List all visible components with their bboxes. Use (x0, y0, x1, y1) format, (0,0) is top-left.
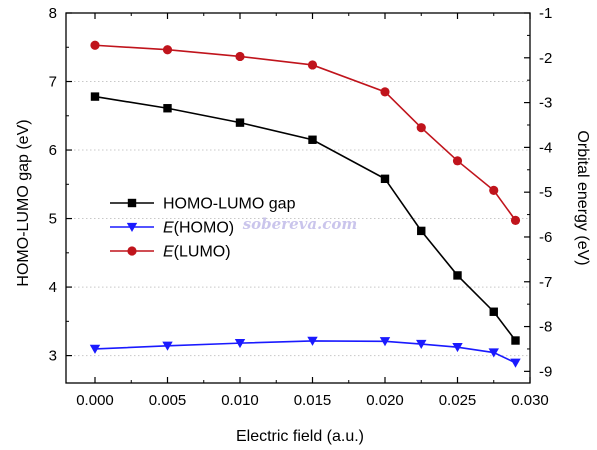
data-point (488, 348, 499, 358)
left-y-axis-ticks: 3 4 5 6 7 8 (49, 5, 72, 365)
data-point (452, 343, 463, 353)
watermark-text: sobereva.com (243, 215, 358, 233)
left-y-tick-label: 5 (49, 211, 57, 228)
data-point (163, 104, 172, 113)
x-axis-ticks: 0.000 0.005 0.010 0.015 0.020 0.025 0.030 (76, 13, 549, 409)
data-point (90, 92, 100, 101)
data-point (235, 51, 245, 62)
x-tick-label: 0.020 (366, 392, 404, 409)
plot-frame (65, 12, 531, 384)
x-tick-label: 0.005 (149, 392, 187, 409)
x-tick-label: 0.025 (439, 392, 477, 409)
data-point (510, 358, 521, 368)
legend-item: HOMO-LUMO gap (110, 196, 296, 213)
data-point (510, 215, 521, 225)
data-point (307, 336, 318, 346)
x-tick-label: 0.030 (511, 392, 549, 409)
data-point (453, 271, 462, 280)
watermark: sobereva.com (243, 215, 358, 233)
legend-item: E(LUMO) (110, 244, 231, 261)
series-2 (89, 336, 521, 368)
data-point (89, 344, 101, 354)
legend-swatch-marker (127, 246, 137, 256)
data-point (489, 185, 499, 195)
data-point (417, 226, 426, 236)
right-y-axis-title: Orbital energy (eV) (574, 130, 591, 265)
data-point (162, 45, 173, 55)
data-point (162, 341, 173, 351)
x-axis-title: Electric field (a.u.) (236, 428, 364, 445)
right-y-axis-ticks: -1 -2 -3 -4 -5 -6 -7 -8 -9 (524, 5, 552, 380)
left-y-tick-label: 3 (49, 348, 57, 365)
x-tick-label: 0.015 (294, 392, 332, 409)
legend-label: HOMO-LUMO gap (163, 196, 296, 213)
right-y-tick-label: -1 (539, 5, 552, 22)
data-point (416, 123, 426, 133)
legend: HOMO-LUMO gap E(HOMO) E(LUMO) (110, 196, 296, 261)
data-point (511, 336, 520, 345)
data-point (380, 87, 390, 97)
right-y-tick-label: -5 (539, 184, 552, 201)
data-point (416, 339, 427, 349)
left-y-tick-label: 7 (49, 74, 57, 91)
left-y-axis-title: HOMO-LUMO gap (eV) (15, 119, 32, 286)
data-point (308, 135, 317, 144)
data-point (235, 118, 245, 127)
legend-label: E(LUMO) (163, 244, 231, 261)
series-1 (90, 92, 520, 345)
data-point (234, 338, 246, 349)
right-y-tick-label: -4 (539, 139, 552, 156)
x-tick-label: 0.010 (221, 392, 259, 409)
series-line (94, 340, 516, 364)
x-tick-label: 0.000 (76, 392, 114, 409)
data-point (307, 60, 318, 70)
right-y-tick-label: -2 (539, 50, 552, 67)
right-y-tick-label: -8 (539, 319, 552, 336)
left-y-tick-label: 8 (49, 5, 57, 22)
data-point (452, 156, 463, 166)
legend-swatch-marker (126, 222, 138, 232)
data-point (379, 337, 391, 347)
legend-item: E(HOMO) (110, 220, 234, 237)
right-y-tick-label: -6 (539, 229, 552, 246)
series-layer (89, 40, 521, 368)
legend-label: E(HOMO) (163, 220, 234, 237)
left-y-tick-label: 6 (49, 142, 57, 159)
legend-swatch-marker (127, 198, 137, 208)
left-y-tick-label: 4 (49, 279, 57, 296)
right-y-tick-label: -9 (539, 363, 552, 380)
data-point (90, 40, 100, 50)
right-y-tick-label: -3 (539, 95, 552, 112)
data-point (380, 174, 390, 184)
data-point (489, 307, 498, 316)
grid-lines (66, 81, 530, 357)
series-line (94, 44, 517, 221)
right-y-tick-label: -7 (539, 274, 552, 291)
series-3 (90, 40, 521, 225)
